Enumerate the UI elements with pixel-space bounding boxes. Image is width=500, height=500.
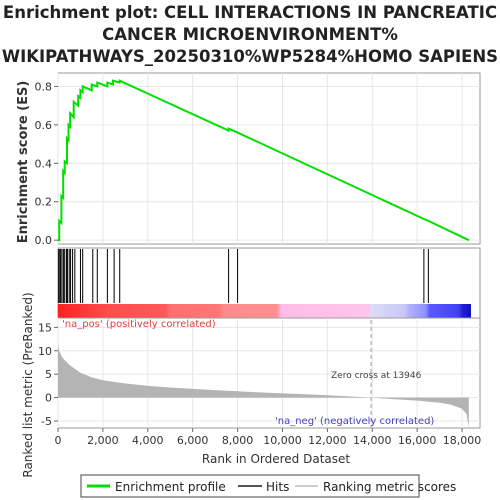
es-y-axis-label: Enrichment score (ES) (16, 81, 31, 244)
title-line-1: Enrichment plot: CELL INTERACTIONS IN PA… (2, 3, 498, 22)
chart-title: Enrichment plot: CELL INTERACTIONS IN PA… (0, 2, 500, 68)
ranking-color-bar (58, 304, 471, 318)
zero-cross-label: Zero cross at 13946 (331, 371, 422, 381)
ranking-y-tick-label: 10 (38, 345, 52, 358)
x-tick-label: 18,000 (443, 434, 482, 447)
ranking-y-tick-label: 15 (38, 321, 52, 334)
es-panel: 0.0 0.2 0.4 0.6 0.8 Enrichment score (ES) (16, 72, 481, 247)
ranking-y-tick-label: -5 (41, 415, 52, 428)
enrichment-profile-line (58, 79, 470, 242)
x-tick-label: 0 (55, 434, 62, 447)
es-y-tick-label: 0.8 (35, 80, 53, 93)
ranking-metric-area (58, 343, 469, 428)
title-line-3: WIKIPATHWAYS_20250310%WP5284%HOMO SAPIEN… (1, 47, 499, 66)
ranking-y-ticks: -5 0 5 10 15 (38, 321, 58, 428)
hits-panel (57, 247, 481, 319)
es-y-tick-label: 0.0 (35, 234, 53, 247)
legend-hits-label: Hits (266, 480, 289, 494)
x-tick-label: 12,000 (308, 434, 347, 447)
es-y-tick-label: 0.2 (35, 196, 53, 209)
x-tick-label: 6,000 (177, 434, 209, 447)
x-tick-label: 14,000 (353, 434, 392, 447)
x-tick-label: 4,000 (132, 434, 164, 447)
ranking-y-tick-label: 0 (45, 392, 52, 405)
neg-correlation-label: 'na_neg' (negatively correlated) (275, 416, 434, 427)
legend-ranking-label: Ranking metric scores (323, 480, 456, 494)
es-y-ticks: 0.0 0.2 0.4 0.6 0.8 (35, 80, 58, 247)
x-tick-label: 10,000 (263, 434, 302, 447)
es-gridlines (57, 73, 480, 244)
es-panel-frame (57, 72, 481, 245)
hit-lines (58, 249, 429, 303)
ranking-y-tick-label: 5 (45, 368, 52, 381)
legend: Enrichment profile Hits Ranking metric s… (80, 474, 456, 498)
title-line-2: CANCER MICROENVIRONMENT% (102, 25, 398, 44)
legend-enrichment-label: Enrichment profile (115, 480, 226, 494)
x-tick-label: 8,000 (222, 434, 254, 447)
ranking-panel-frame (57, 317, 481, 429)
ranking-x-ticks: 0 2,000 4,000 6,000 8,000 10,000 12,000 14,000 1… (55, 428, 482, 447)
pos-correlation-label: 'na_pos' (positively correlated) (62, 319, 216, 330)
x-tick-label: 16,000 (398, 434, 437, 447)
ranking-y-axis-label: Ranked list metric (PreRanked) (21, 292, 35, 477)
es-y-tick-label: 0.6 (35, 119, 53, 132)
es-y-tick-label: 0.4 (35, 157, 53, 170)
x-tick-label: 2,000 (87, 434, 119, 447)
x-axis-label: Rank in Ordered Dataset (202, 452, 350, 466)
